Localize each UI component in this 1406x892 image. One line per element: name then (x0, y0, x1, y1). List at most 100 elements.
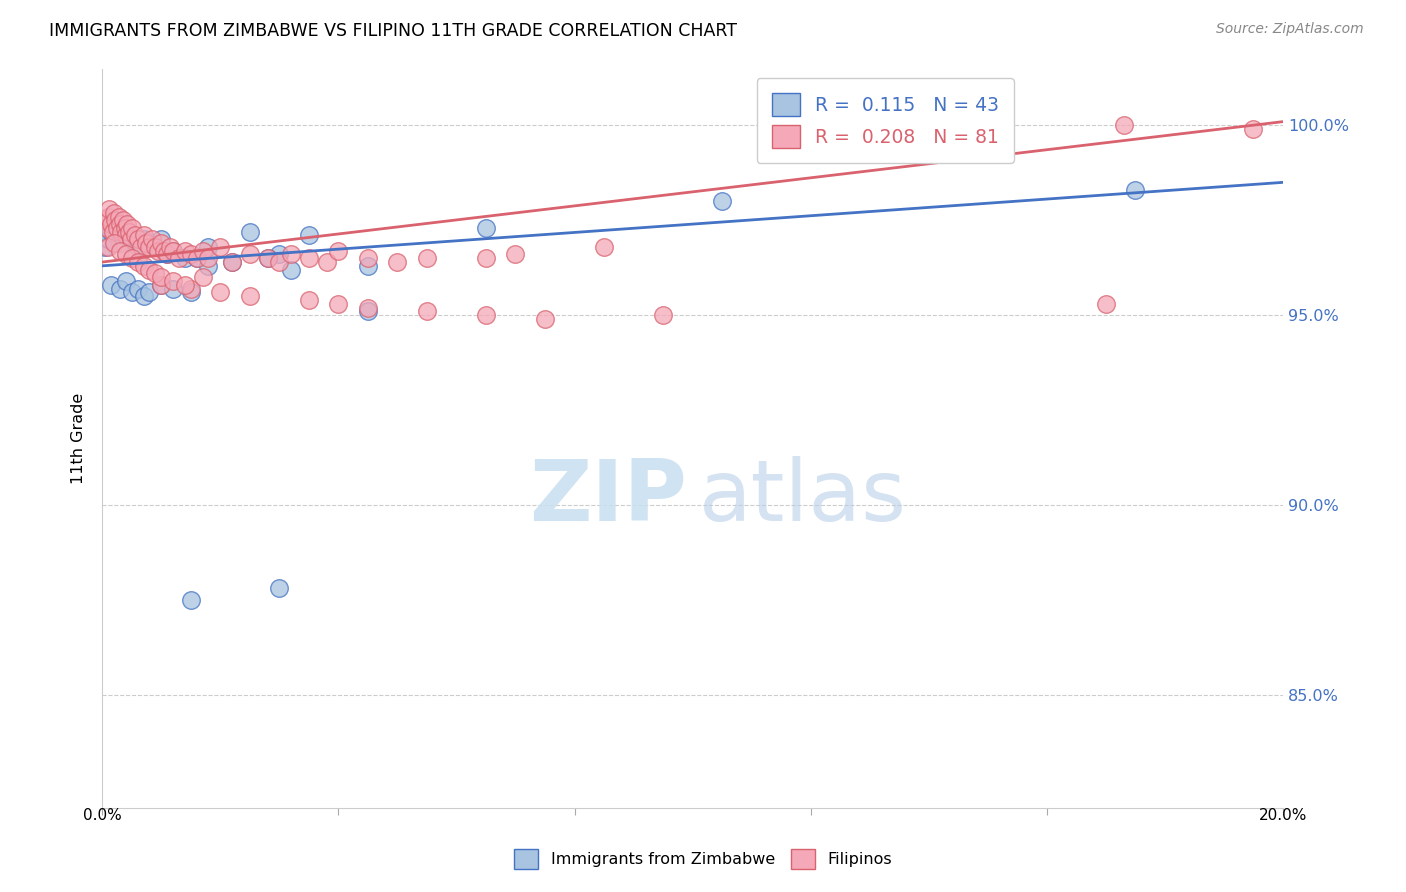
Point (143, 240, 166, 254)
Point (159, 240, 181, 254)
Point (197, 259, 219, 273)
Point (110, 225, 132, 239)
Point (162, 244, 184, 258)
Point (191, 244, 214, 258)
Point (180, 282, 202, 296)
Point (357, 304, 380, 318)
Point (150, 270, 173, 285)
Point (103, 236, 125, 251)
Point (1095, 297, 1118, 311)
Point (357, 259, 380, 273)
Text: IMMIGRANTS FROM ZIMBABWE VS FILIPINO 11TH GRADE CORRELATION CHART: IMMIGRANTS FROM ZIMBABWE VS FILIPINO 11T… (49, 22, 737, 40)
Point (280, 262, 302, 277)
Point (209, 240, 232, 254)
Point (114, 228, 136, 243)
Point (94, 213, 117, 227)
Point (103, 205, 125, 219)
Point (221, 255, 243, 269)
Point (108, 282, 131, 296)
Point (150, 236, 173, 251)
Point (475, 252, 498, 266)
Point (239, 247, 262, 261)
Point (711, 194, 734, 209)
Point (138, 236, 160, 251)
Point (97, 240, 120, 254)
Point (138, 285, 160, 300)
Text: atlas: atlas (699, 456, 907, 539)
Y-axis label: 11th Grade: 11th Grade (72, 392, 86, 484)
Point (127, 282, 149, 296)
Point (120, 232, 142, 246)
Point (256, 252, 278, 266)
Point (121, 252, 143, 266)
Point (94, 240, 117, 254)
Point (148, 244, 170, 258)
Text: Source: ZipAtlas.com: Source: ZipAtlas.com (1216, 22, 1364, 37)
Point (153, 244, 176, 258)
Point (118, 225, 141, 239)
Point (1125, 183, 1147, 197)
Point (416, 304, 439, 318)
Point (108, 217, 131, 231)
Point (652, 308, 675, 322)
Point (114, 220, 136, 235)
Point (239, 289, 262, 303)
Point (96, 220, 118, 235)
Point (298, 228, 321, 243)
Point (111, 213, 134, 227)
Point (98, 202, 121, 216)
Point (124, 228, 146, 243)
Point (97, 232, 120, 246)
Point (191, 270, 214, 285)
Point (315, 255, 337, 269)
Point (505, 247, 527, 261)
Point (103, 217, 125, 231)
Point (135, 236, 157, 251)
Text: ZIP: ZIP (529, 456, 686, 539)
Point (104, 213, 127, 227)
Point (138, 240, 160, 254)
Point (534, 312, 557, 326)
Point (180, 247, 202, 261)
Point (180, 592, 202, 607)
Point (167, 252, 190, 266)
Point (150, 277, 173, 292)
Point (173, 277, 195, 292)
Point (108, 236, 131, 251)
Legend: Immigrants from Zimbabwe, Filipinos: Immigrants from Zimbabwe, Filipinos (508, 843, 898, 875)
Point (269, 255, 291, 269)
Point (105, 220, 128, 235)
Point (107, 210, 129, 224)
Text: 0.0%: 0.0% (83, 808, 121, 823)
Point (114, 247, 136, 261)
Point (298, 252, 321, 266)
Point (173, 252, 195, 266)
Point (100, 225, 122, 239)
Text: 20.0%: 20.0% (1258, 808, 1308, 823)
Point (593, 240, 616, 254)
Point (132, 289, 155, 303)
Point (328, 297, 350, 311)
Point (132, 228, 155, 243)
Point (100, 277, 122, 292)
Point (97, 210, 120, 224)
Point (221, 255, 243, 269)
Point (156, 247, 179, 261)
Point (357, 252, 380, 266)
Point (115, 217, 138, 231)
Point (1112, 119, 1135, 133)
Legend: R =  0.115   N = 43, R =  0.208   N = 81: R = 0.115 N = 43, R = 0.208 N = 81 (756, 78, 1014, 163)
Point (162, 282, 184, 296)
Point (141, 232, 163, 246)
Point (173, 244, 195, 258)
Point (239, 225, 262, 239)
Point (150, 277, 173, 292)
Point (280, 247, 302, 261)
Point (357, 301, 380, 315)
Point (111, 220, 134, 235)
Point (114, 274, 136, 288)
Point (416, 252, 439, 266)
Point (475, 308, 498, 322)
Point (186, 252, 208, 266)
Point (143, 240, 166, 254)
